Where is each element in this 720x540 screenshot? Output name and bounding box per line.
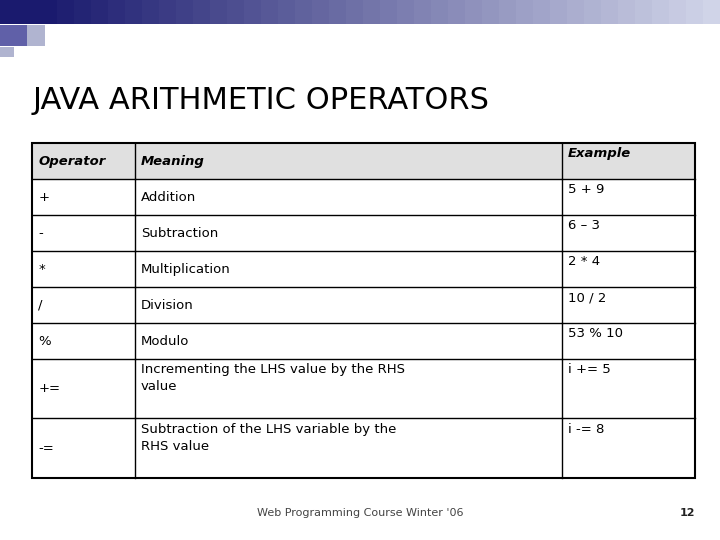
Bar (158, 0, 176, 24)
Bar (516, 0, 534, 24)
Bar (397, 0, 415, 24)
Text: Incrementing the LHS value by the RHS
value: Incrementing the LHS value by the RHS va… (141, 363, 405, 394)
Bar (108, 0, 125, 24)
Bar (329, 0, 346, 24)
Bar (142, 0, 159, 24)
Bar (499, 0, 517, 24)
Bar (73, 0, 91, 24)
Bar (584, 0, 602, 24)
Bar (635, 0, 653, 24)
Text: *: * (38, 262, 45, 275)
Text: Modulo: Modulo (141, 335, 189, 348)
Bar (431, 0, 449, 24)
Bar (32, 179, 695, 215)
Bar (482, 0, 500, 24)
Bar (0, 25, 27, 46)
Bar (0, 0, 40, 24)
Bar (0, 47, 14, 57)
Bar (312, 0, 330, 24)
Text: Operator: Operator (38, 154, 105, 167)
Text: i += 5: i += 5 (568, 363, 611, 376)
Text: 2 * 4: 2 * 4 (568, 255, 600, 268)
Text: /: / (38, 299, 42, 312)
Text: Subtraction of the LHS variable by the
RHS value: Subtraction of the LHS variable by the R… (141, 423, 396, 453)
Bar (57, 0, 74, 24)
Text: Subtraction: Subtraction (141, 227, 218, 240)
Text: +=: += (38, 382, 60, 395)
Bar (346, 0, 364, 24)
Bar (32, 251, 695, 287)
Bar (32, 143, 695, 478)
Text: %: % (38, 335, 51, 348)
Bar (652, 0, 670, 24)
Bar (686, 0, 703, 24)
Bar (32, 323, 695, 359)
Text: +: + (38, 191, 49, 204)
Text: -=: -= (38, 442, 54, 455)
Text: 12: 12 (679, 508, 695, 518)
Bar (261, 0, 279, 24)
Bar (176, 0, 194, 24)
Bar (210, 0, 228, 24)
Text: 10 / 2: 10 / 2 (568, 292, 606, 305)
Bar (550, 0, 567, 24)
Text: 5 + 9: 5 + 9 (568, 184, 605, 197)
Text: 53 % 10: 53 % 10 (568, 327, 623, 340)
Bar (32, 359, 695, 418)
Bar (32, 143, 695, 179)
Bar (227, 0, 245, 24)
Bar (618, 0, 636, 24)
Bar (669, 0, 687, 24)
Text: 6 – 3: 6 – 3 (568, 219, 600, 232)
Bar (363, 0, 381, 24)
Bar (380, 0, 397, 24)
Bar (414, 0, 431, 24)
Bar (448, 0, 466, 24)
Bar (193, 0, 210, 24)
Text: Meaning: Meaning (141, 154, 204, 167)
Bar (32, 215, 695, 251)
Bar (278, 0, 295, 24)
Bar (125, 0, 143, 24)
Bar (32, 418, 695, 478)
Bar (294, 0, 312, 24)
Text: JAVA ARITHMETIC OPERATORS: JAVA ARITHMETIC OPERATORS (32, 86, 490, 116)
Text: -: - (38, 227, 43, 240)
Bar (465, 0, 482, 24)
Text: Web Programming Course Winter '06: Web Programming Course Winter '06 (257, 508, 463, 518)
Bar (32, 287, 695, 323)
Text: Multiplication: Multiplication (141, 262, 230, 275)
Text: Division: Division (141, 299, 194, 312)
Bar (27, 25, 45, 46)
Bar (533, 0, 551, 24)
Bar (703, 0, 720, 24)
Bar (601, 0, 618, 24)
Text: Example: Example (568, 147, 631, 160)
Text: i -= 8: i -= 8 (568, 423, 605, 436)
Bar (243, 0, 261, 24)
Bar (567, 0, 585, 24)
Bar (40, 0, 58, 24)
Text: Addition: Addition (141, 191, 196, 204)
Bar (91, 0, 108, 24)
